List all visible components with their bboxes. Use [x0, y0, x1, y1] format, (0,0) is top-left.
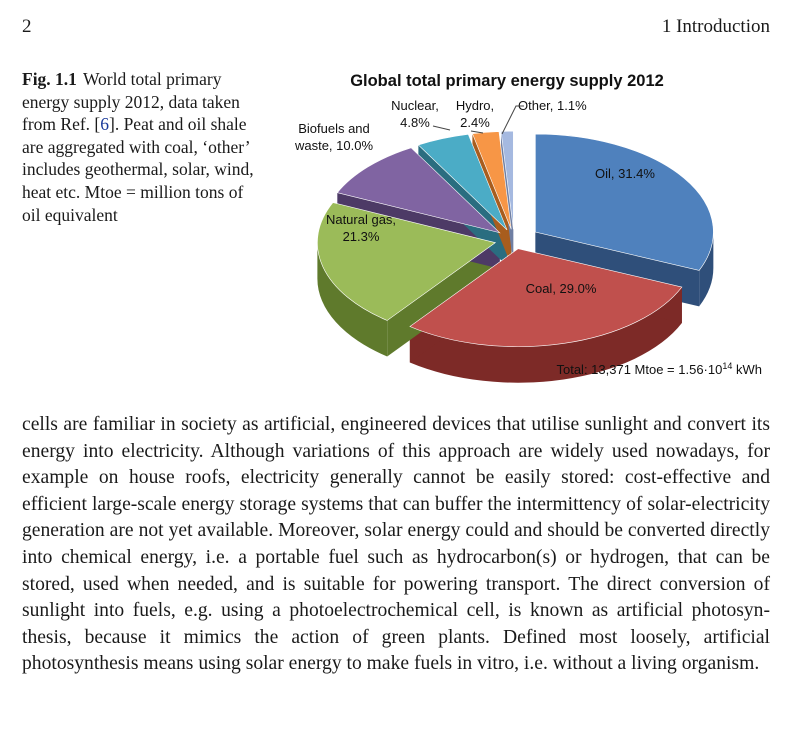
next-line-fragment	[22, 728, 770, 741]
total-annotation: Total: 13,371 Mtoe = 1.56·1014 kWh	[556, 361, 762, 377]
pie-side-oil	[699, 232, 714, 307]
body-paragraph: cells are familiar in society as artific…	[22, 414, 770, 675]
slice-label-other: Other, 1.1%	[518, 98, 587, 113]
pie-slice-nuclear	[417, 133, 508, 231]
pie-slice-oil	[535, 133, 714, 271]
slice-label-oil: Oil, 31.4%	[595, 166, 655, 181]
caption-text-cont: ]. Peat and oil shale are aggregated wit…	[22, 114, 254, 225]
slice-label-hydro: Hydro, 2.4%	[456, 98, 494, 130]
leader-nuclear	[432, 125, 451, 131]
slice-label-nuclear: Nuclear, 4.8%	[391, 98, 439, 130]
body-text: cells are familiar in society as artific…	[22, 412, 770, 678]
pie-slice-other	[500, 130, 514, 230]
page-number: 2	[22, 16, 32, 37]
figure-caption: Fig. 1.1 World total primary energy suppl…	[22, 68, 262, 226]
pie-side-coal	[409, 287, 682, 383]
pie-slice-coal	[409, 248, 683, 347]
running-head: 1 Introduction	[661, 16, 770, 37]
figure-label: Fig. 1.1	[22, 69, 77, 89]
slice-label-natural-gas: Natural gas, 21.3%	[326, 212, 396, 244]
chart-title: Global total primary energy supply 2012	[350, 72, 664, 90]
pie-slice-biofuels-and-waste	[336, 147, 501, 234]
leader-other	[501, 105, 524, 135]
reference-link[interactable]: 6	[100, 114, 109, 135]
pie-slice-natural-gas	[317, 202, 497, 321]
leader-hydro	[470, 130, 484, 134]
caption-text: World total primary energy supply 2012, …	[22, 69, 240, 135]
pie-slice-hydro	[471, 131, 512, 230]
slice-label-coal: Coal, 29.0%	[526, 281, 597, 296]
slice-label-biofuels: Biofuels and waste, 10.0%	[294, 121, 373, 153]
pie-slices	[317, 130, 714, 347]
pie-labels: Oil, 31.4% Coal, 29.0% Natural gas, 21.3% Bi…	[294, 98, 655, 296]
pie-side-natural-gas	[317, 242, 388, 357]
energy-pie-chart: Global total primary energy supply 2012 …	[294, 72, 762, 383]
leader-lines	[432, 105, 524, 135]
